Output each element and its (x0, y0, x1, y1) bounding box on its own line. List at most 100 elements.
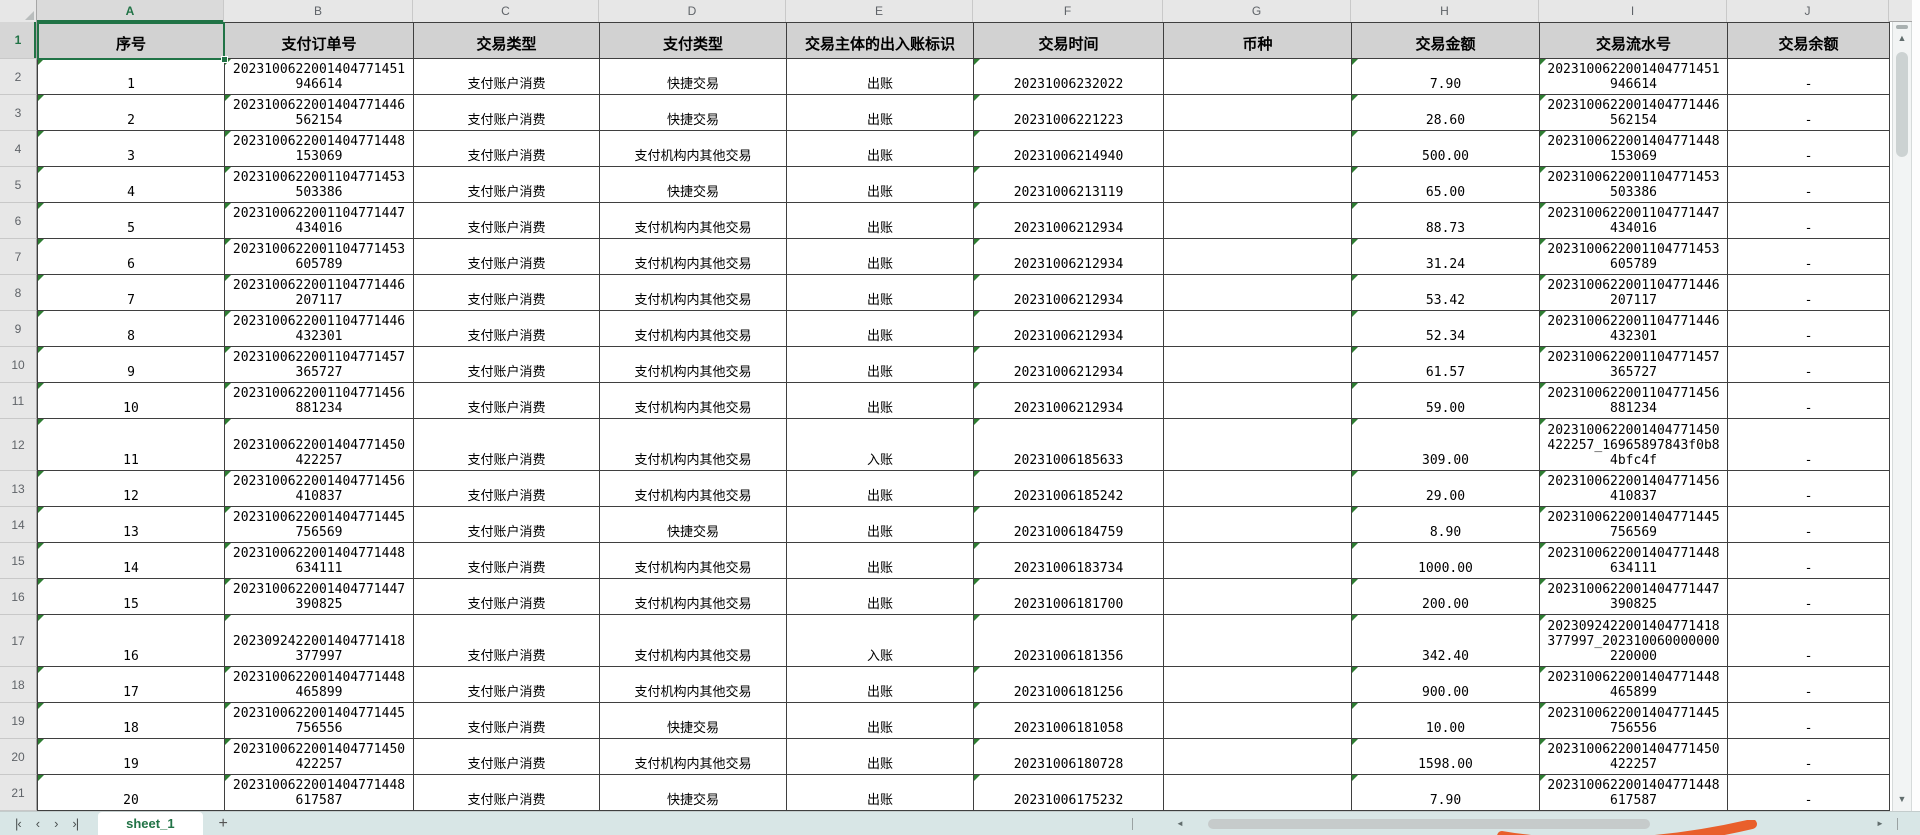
cell-B12[interactable]: 2023100622001404771450422257 (225, 419, 414, 471)
cell-C17[interactable]: 支付账户消费 (414, 615, 600, 667)
cell-J14[interactable]: - (1728, 507, 1890, 543)
cell-D4[interactable]: 支付机构内其他交易 (600, 131, 787, 167)
row-header-20[interactable]: 20 (0, 739, 37, 775)
cell-J5[interactable]: - (1728, 167, 1890, 203)
cell-G18[interactable] (1164, 667, 1352, 703)
row-header-13[interactable]: 13 (0, 471, 37, 507)
cell-B5[interactable]: 2023100622001104771453503386 (225, 167, 414, 203)
cell-E13[interactable]: 出账 (787, 471, 974, 507)
cell-E4[interactable]: 出账 (787, 131, 974, 167)
cell-G7[interactable] (1164, 239, 1352, 275)
scroll-down-icon[interactable]: ▼ (1897, 794, 1907, 804)
row-header-19[interactable]: 19 (0, 703, 37, 739)
fill-handle[interactable] (221, 56, 228, 63)
cell-H12[interactable]: 309.00 (1352, 419, 1540, 471)
cell-F17[interactable]: 20231006181356 (974, 615, 1164, 667)
cell-C21[interactable]: 支付账户消费 (414, 775, 600, 811)
cell-A13[interactable]: 12 (38, 471, 225, 507)
cell-D9[interactable]: 支付机构内其他交易 (600, 311, 787, 347)
cell-H1[interactable]: 交易金额 (1352, 22, 1540, 59)
cell-E11[interactable]: 出账 (787, 383, 974, 419)
cell-C4[interactable]: 支付账户消费 (414, 131, 600, 167)
cell-C20[interactable]: 支付账户消费 (414, 739, 600, 775)
cell-H7[interactable]: 31.24 (1352, 239, 1540, 275)
cell-D6[interactable]: 支付机构内其他交易 (600, 203, 787, 239)
scroll-left-icon[interactable]: ◄ (1176, 819, 1184, 828)
cell-F18[interactable]: 20231006181256 (974, 667, 1164, 703)
vertical-scroll-thumb[interactable] (1896, 52, 1908, 157)
row-header-7[interactable]: 7 (0, 239, 37, 275)
cell-J12[interactable]: - (1728, 419, 1890, 471)
cell-I13[interactable]: 2023100622001404771456410837 (1540, 471, 1728, 507)
cell-G19[interactable] (1164, 703, 1352, 739)
cell-F14[interactable]: 20231006184759 (974, 507, 1164, 543)
cell-G10[interactable] (1164, 347, 1352, 383)
row-header-14[interactable]: 14 (0, 507, 37, 543)
cell-A18[interactable]: 17 (38, 667, 225, 703)
cell-F3[interactable]: 20231006221223 (974, 95, 1164, 131)
cell-D7[interactable]: 支付机构内其他交易 (600, 239, 787, 275)
cell-I16[interactable]: 2023100622001404771447390825 (1540, 579, 1728, 615)
cell-B18[interactable]: 2023100622001404771448465899 (225, 667, 414, 703)
cell-D12[interactable]: 支付机构内其他交易 (600, 419, 787, 471)
cell-I11[interactable]: 2023100622001104771456881234 (1540, 383, 1728, 419)
cell-F21[interactable]: 20231006175232 (974, 775, 1164, 811)
cell-F10[interactable]: 20231006212934 (974, 347, 1164, 383)
cell-C12[interactable]: 支付账户消费 (414, 419, 600, 471)
cell-E17[interactable]: 入账 (787, 615, 974, 667)
cell-E15[interactable]: 出账 (787, 543, 974, 579)
cell-C14[interactable]: 支付账户消费 (414, 507, 600, 543)
cell-J9[interactable]: - (1728, 311, 1890, 347)
cell-G11[interactable] (1164, 383, 1352, 419)
cell-A14[interactable]: 13 (38, 507, 225, 543)
cell-B4[interactable]: 2023100622001404771448153069 (225, 131, 414, 167)
cell-E8[interactable]: 出账 (787, 275, 974, 311)
first-sheet-button[interactable]: |‹ (15, 816, 22, 831)
cell-I7[interactable]: 2023100622001104771453605789 (1540, 239, 1728, 275)
sheet-tab-active[interactable]: sheet_1 (98, 811, 203, 835)
scroll-up-icon[interactable]: ▲ (1897, 33, 1907, 43)
row-header-2[interactable]: 2 (0, 59, 37, 95)
cell-B1[interactable]: 支付订单号 (225, 22, 414, 59)
cell-B10[interactable]: 2023100622001104771457365727 (225, 347, 414, 383)
cell-I15[interactable]: 2023100622001404771448634111 (1540, 543, 1728, 579)
cell-B2[interactable]: 2023100622001404771451946614 (225, 59, 414, 95)
cell-B16[interactable]: 2023100622001404771447390825 (225, 579, 414, 615)
cell-F15[interactable]: 20231006183734 (974, 543, 1164, 579)
cell-A17[interactable]: 16 (38, 615, 225, 667)
cell-H18[interactable]: 900.00 (1352, 667, 1540, 703)
cell-A7[interactable]: 6 (38, 239, 225, 275)
cell-A8[interactable]: 7 (38, 275, 225, 311)
cell-D11[interactable]: 支付机构内其他交易 (600, 383, 787, 419)
horizontal-scroll-thumb[interactable] (1208, 819, 1650, 829)
column-header-G[interactable]: G (1163, 0, 1351, 22)
column-header-B[interactable]: B (224, 0, 413, 22)
cell-C1[interactable]: 交易类型 (414, 22, 600, 59)
cell-J21[interactable]: - (1728, 775, 1890, 811)
column-header-E[interactable]: E (786, 0, 973, 22)
cell-D19[interactable]: 快捷交易 (600, 703, 787, 739)
cell-G12[interactable] (1164, 419, 1352, 471)
cell-D13[interactable]: 支付机构内其他交易 (600, 471, 787, 507)
cell-F8[interactable]: 20231006212934 (974, 275, 1164, 311)
cell-C15[interactable]: 支付账户消费 (414, 543, 600, 579)
cell-A6[interactable]: 5 (38, 203, 225, 239)
cell-H9[interactable]: 52.34 (1352, 311, 1540, 347)
row-header-10[interactable]: 10 (0, 347, 37, 383)
cell-F16[interactable]: 20231006181700 (974, 579, 1164, 615)
cell-I19[interactable]: 2023100622001404771445756556 (1540, 703, 1728, 739)
cell-F6[interactable]: 20231006212934 (974, 203, 1164, 239)
cell-G4[interactable] (1164, 131, 1352, 167)
cell-G6[interactable] (1164, 203, 1352, 239)
cell-H4[interactable]: 500.00 (1352, 131, 1540, 167)
cell-D8[interactable]: 支付机构内其他交易 (600, 275, 787, 311)
cell-D3[interactable]: 快捷交易 (600, 95, 787, 131)
cell-C3[interactable]: 支付账户消费 (414, 95, 600, 131)
row-header-11[interactable]: 11 (0, 383, 37, 419)
cell-C11[interactable]: 支付账户消费 (414, 383, 600, 419)
cell-B11[interactable]: 2023100622001104771456881234 (225, 383, 414, 419)
cell-J17[interactable]: - (1728, 615, 1890, 667)
column-header-C[interactable]: C (413, 0, 599, 22)
cell-G21[interactable] (1164, 775, 1352, 811)
cell-I1[interactable]: 交易流水号 (1540, 22, 1728, 59)
